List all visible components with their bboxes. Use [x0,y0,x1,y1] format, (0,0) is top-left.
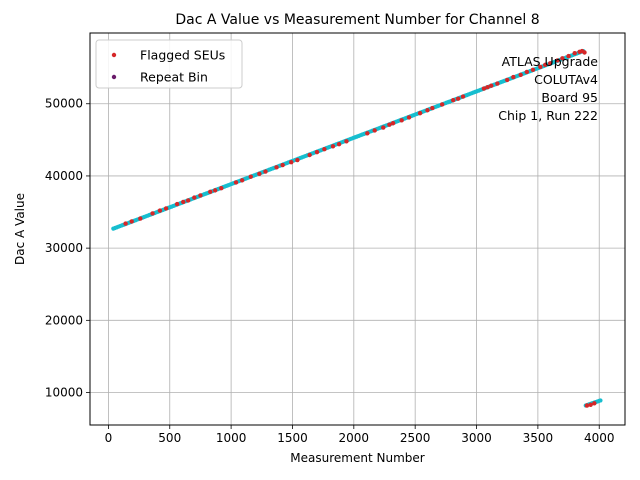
flagged-seu-point [505,77,510,83]
flagged-seu-point [163,206,169,211]
x-tick-label: 1000 [216,431,247,445]
flagged-seu-point [399,118,404,123]
flagged-seu-point [280,162,285,168]
flagged-seu-point [263,169,268,174]
legend-entry-repeat-bin: Repeat Bin [140,70,208,85]
flagged-seu-point [157,208,163,213]
annotation-line: Chip 1, Run 222 [498,108,598,123]
flagged-seu-point [174,201,180,207]
flagged-seu-point [451,97,456,103]
data-point [598,398,603,403]
flagged-seu-point [181,199,186,205]
flagged-seu-point [295,157,300,163]
flagged-seu-point [518,72,523,78]
flagged-seu-point [322,147,327,152]
flagged-seu-point [289,160,294,165]
x-tick-label: 0 [105,431,113,445]
flagged-seu-point [538,64,543,70]
flagged-seu-point [489,83,494,88]
flagged-seu-point [511,74,516,80]
flagged-seu-point [365,131,370,136]
flagged-seu-point [547,61,553,66]
flagged-seu-point [543,62,548,67]
annotation-block: ATLAS Upgrade COLUTAv4 Board 95 Chip 1, Run… [498,54,598,123]
flagged-seu-point [592,401,597,406]
flagged-seu-point [372,128,377,133]
legend-box [95,39,243,89]
chart-title: Dac A Value vs Measurement Number for Ch… [175,12,539,28]
y-tick-label: 30000 [45,241,83,255]
flagged-seu-point [495,81,500,86]
flagged-seu-point [212,188,218,193]
flagged-seu-point [248,174,253,179]
flagged-seu-point [123,221,128,226]
flagged-seu-point [485,84,490,90]
flagged-seu-point [530,67,536,73]
flagged-seu-point [381,125,386,130]
y-tick-label: 20000 [45,313,83,327]
flagged-seu-point [439,102,445,107]
flagged-seu-point [198,193,203,198]
points-layer [111,48,603,408]
flagged-seu-point [588,402,593,407]
ticks-layer: 0 500 1000 1500 2000 2500 3000 3500 4000 10000 200… [45,97,615,445]
flagged-seu-point [138,216,143,221]
flagged-seu-point [406,115,412,120]
x-tick-label: 2500 [400,431,431,445]
flagged-seu-point [330,144,336,149]
flagged-seu-point [336,141,342,147]
flagged-seu-point [192,195,197,200]
x-axis-title: Measurement Number [290,451,424,465]
flagged-seu-point [185,198,191,203]
flagged-seu-point [481,86,487,91]
flagged-seu-point [460,94,466,99]
flagged-seu-point [150,211,155,216]
flagged-seu-point [274,165,279,170]
annotation-line: ATLAS Upgrade [502,54,599,69]
flagged-seu-point [417,110,423,116]
x-tick-label: 1500 [277,431,308,445]
flagged-seu-point [555,58,560,63]
flagged-seu-point [390,121,396,126]
legend-marker [111,52,117,58]
legend-entry-flagged-seus: Flagged SEUs [140,48,225,63]
x-tick-label: 4000 [584,431,615,445]
flagged-seu-point [129,219,134,224]
flagged-seu-point [344,139,349,144]
plot-frame [89,32,626,426]
grid-layer [90,33,625,425]
flagged-seu-point [219,186,224,191]
x-tick-label: 2000 [339,431,370,445]
legend-marker [111,74,117,80]
flagged-seu-point [387,122,392,127]
flagged-seu-point [524,69,530,75]
flagged-seu-point [425,108,430,113]
flagged-seu-point [307,152,312,158]
flagged-seu-point [455,96,461,101]
flagged-seu-point [582,50,587,55]
flagged-seu-point [560,56,565,61]
annotation-line: Board 95 [541,90,598,105]
y-tick-label: 50000 [45,97,83,111]
y-tick-label: 10000 [45,386,83,400]
flagged-seu-point [430,105,435,111]
flagged-seu-point [233,180,239,185]
flagged-seu-point [208,189,213,195]
y-tick-label: 40000 [45,169,83,183]
annotation-line: COLUTAv4 [534,72,598,87]
flagged-seu-point [257,171,262,176]
flagged-seu-point [314,149,320,155]
x-tick-label: 500 [158,431,181,445]
flagged-seu-point [584,403,590,408]
x-tick-label: 3000 [461,431,492,445]
x-tick-label: 3500 [523,431,554,445]
y-axis-title: Dac A Value [13,193,27,265]
flagged-seu-point [566,53,571,59]
legend: Flagged SEUs Repeat Bin [95,39,243,89]
flagged-seu-point [239,178,245,183]
flagged-seu-point [572,51,577,56]
